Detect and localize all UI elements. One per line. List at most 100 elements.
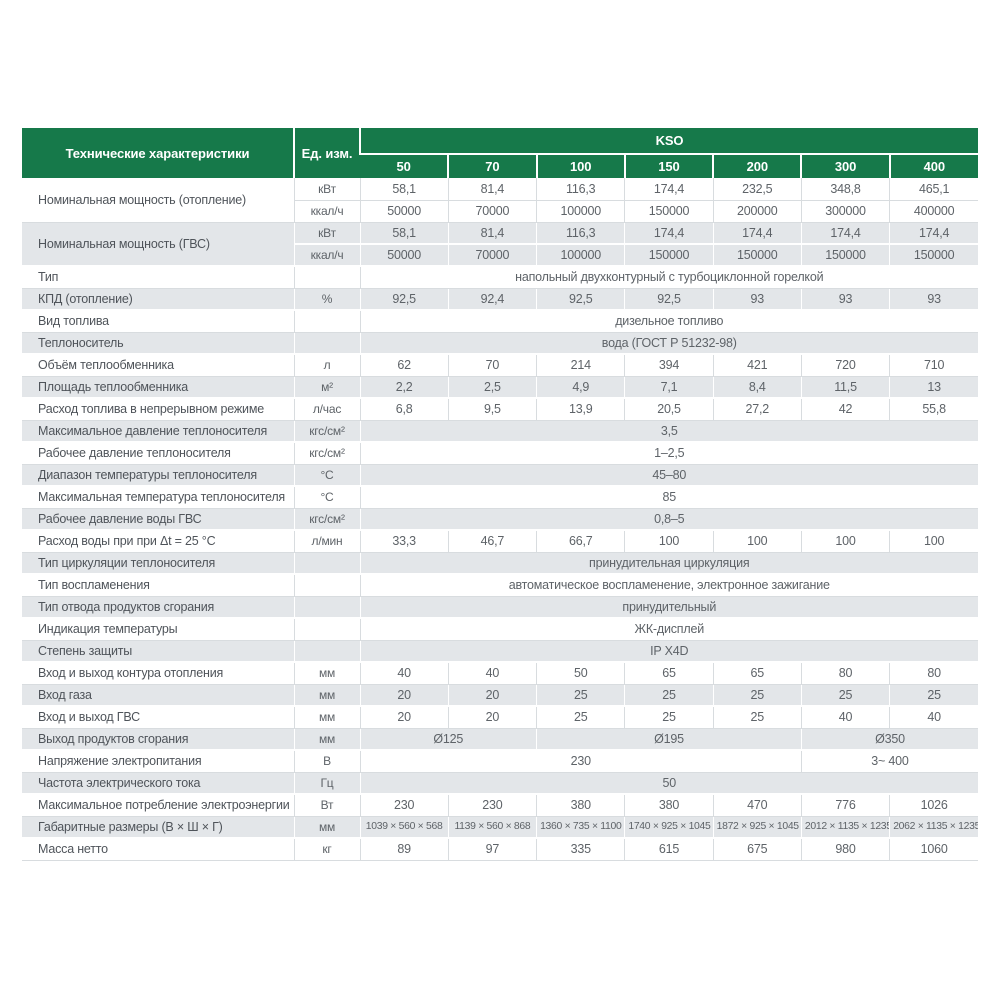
unit-cell: мм — [293, 662, 360, 685]
value-cell: 174,4 — [889, 222, 978, 245]
unit-cell: кВт — [293, 178, 360, 201]
unit-cell: В — [293, 750, 360, 773]
value-cell: 2062 × 1135 × 1235 — [889, 816, 978, 839]
column-header-units: Ед. изм. — [293, 128, 360, 178]
value-cell: 92,5 — [536, 288, 625, 311]
table-row: Габаритные размеры (В × Ш × Г) мм 1039 × 5… — [22, 816, 978, 839]
value-cell: 93 — [800, 288, 890, 311]
value-cell: 20 — [447, 706, 537, 729]
value-cell: 335 — [536, 838, 625, 861]
value-cell: 89 — [359, 838, 449, 861]
table-row: Вход и выход ГВС мм 20 20 25 25 25 40 40 — [22, 706, 978, 729]
spec-label: Тип — [22, 266, 294, 289]
value-cell: 2,5 — [447, 376, 537, 399]
spec-label: КПД (отопление) — [22, 288, 294, 311]
value-cell: 93 — [889, 288, 978, 311]
value-cell: 980 — [800, 838, 890, 861]
unit-cell: Вт — [293, 794, 360, 817]
value-cell: 720 — [800, 354, 890, 377]
unit-cell: л/час — [293, 398, 360, 421]
value-cell: 92,4 — [447, 288, 537, 311]
value-cell: 50000 — [359, 244, 449, 267]
table-row: Максимальное потребление электроэнергии В… — [22, 794, 978, 817]
value-cell: 150000 — [889, 244, 978, 267]
specs-table-body: Номинальная мощность (отопление) кВт 58,1 8… — [22, 178, 978, 861]
value-span-cell: автоматическое воспламенение, электронно… — [359, 574, 978, 597]
spec-label: Вход и выход контура отопления — [22, 662, 294, 685]
table-row: Масса нетто кг 89 97 335 615 675 980 1060 — [22, 838, 978, 861]
spec-label: Площадь теплообменника — [22, 376, 294, 399]
unit-cell: м² — [293, 376, 360, 399]
spec-label: Максимальная температура теплоносителя — [22, 486, 294, 509]
value-cell: 27,2 — [712, 398, 802, 421]
value-span-cell: Ø125 — [359, 728, 537, 751]
table-row: Тип воспламенения автоматическое воспламе… — [22, 574, 978, 597]
value-cell: 2,2 — [359, 376, 449, 399]
value-cell: 380 — [536, 794, 625, 817]
value-cell: 150000 — [624, 200, 714, 223]
table-row: Вход и выход контура отопления мм 40 40 50 65… — [22, 662, 978, 685]
value-cell: 1872 × 925 × 1045 — [712, 816, 802, 839]
value-cell: 20,5 — [624, 398, 714, 421]
value-cell: 776 — [800, 794, 890, 817]
value-cell: 92,5 — [359, 288, 449, 311]
table-row: Номинальная мощность (отопление) кВт 58,1 8… — [22, 178, 978, 223]
spec-label: Вход и выход ГВС — [22, 706, 294, 729]
specs-table: Технические характеристики Ед. изм. KSO … — [22, 128, 978, 861]
value-cell: 2012 × 1135 × 1235 — [800, 816, 890, 839]
value-cell: 66,7 — [536, 530, 625, 553]
table-row: Частота электрического тока Гц 50 — [22, 772, 978, 795]
value-cell: 9,5 — [447, 398, 537, 421]
value-cell: 70000 — [447, 200, 537, 223]
spec-label: Степень защиты — [22, 640, 294, 663]
table-row: Вид топлива дизельное топливо — [22, 310, 978, 333]
value-cell: 230 — [447, 794, 537, 817]
value-cell: 42 — [800, 398, 890, 421]
unit-cell: мм — [293, 816, 360, 839]
value-cell: 174,4 — [800, 222, 890, 245]
value-cell: 62 — [359, 354, 449, 377]
value-cell: 25 — [536, 706, 625, 729]
value-cell: 25 — [712, 684, 802, 707]
unit-cell: мм — [293, 706, 360, 729]
value-cell: 1740 × 925 × 1045 — [624, 816, 714, 839]
value-span-cell: IP X4D — [359, 640, 978, 663]
value-span-cell: 230 — [359, 750, 802, 773]
value-cell: 100 — [624, 530, 714, 553]
unit-cell: кВт — [293, 222, 360, 245]
value-span-cell: ЖК-дисплей — [359, 618, 978, 641]
value-cell: 97 — [447, 838, 537, 861]
value-cell: 100 — [800, 530, 890, 553]
unit-cell — [293, 310, 360, 333]
spec-label: Тип воспламенения — [22, 574, 294, 597]
value-cell: 33,3 — [359, 530, 449, 553]
value-cell: 394 — [624, 354, 714, 377]
value-cell: 400000 — [889, 200, 978, 223]
value-cell: 50 — [536, 662, 625, 685]
unit-cell: кгс/см² — [293, 508, 360, 531]
value-cell: 65 — [624, 662, 714, 685]
table-row: Рабочее давление воды ГВС кгс/см² 0,8–5 — [22, 508, 978, 531]
unit-cell — [293, 266, 360, 289]
value-cell: 70 — [447, 354, 537, 377]
value-cell: 40 — [889, 706, 978, 729]
spec-label: Габаритные размеры (В × Ш × Г) — [22, 816, 294, 839]
value-cell: 100000 — [536, 200, 625, 223]
unit-cell: кгс/см² — [293, 420, 360, 443]
unit-cell: л/мин — [293, 530, 360, 553]
value-cell: 100 — [712, 530, 802, 553]
value-span-cell: 0,8–5 — [359, 508, 978, 531]
column-header-model-50: 50 — [360, 153, 449, 178]
value-span-cell: дизельное топливо — [359, 310, 978, 333]
value-cell: 46,7 — [447, 530, 537, 553]
value-span-cell: Ø350 — [800, 728, 978, 751]
value-cell: 100 — [889, 530, 978, 553]
unit-cell: ккал/ч — [293, 200, 360, 223]
value-cell: 25 — [889, 684, 978, 707]
value-cell: 13,9 — [536, 398, 625, 421]
value-cell: 81,4 — [447, 178, 537, 201]
value-span-cell: 3~ 400 — [800, 750, 978, 773]
value-cell: 40 — [800, 706, 890, 729]
value-cell: 116,3 — [536, 222, 625, 245]
spec-label: Объём теплообменника — [22, 354, 294, 377]
